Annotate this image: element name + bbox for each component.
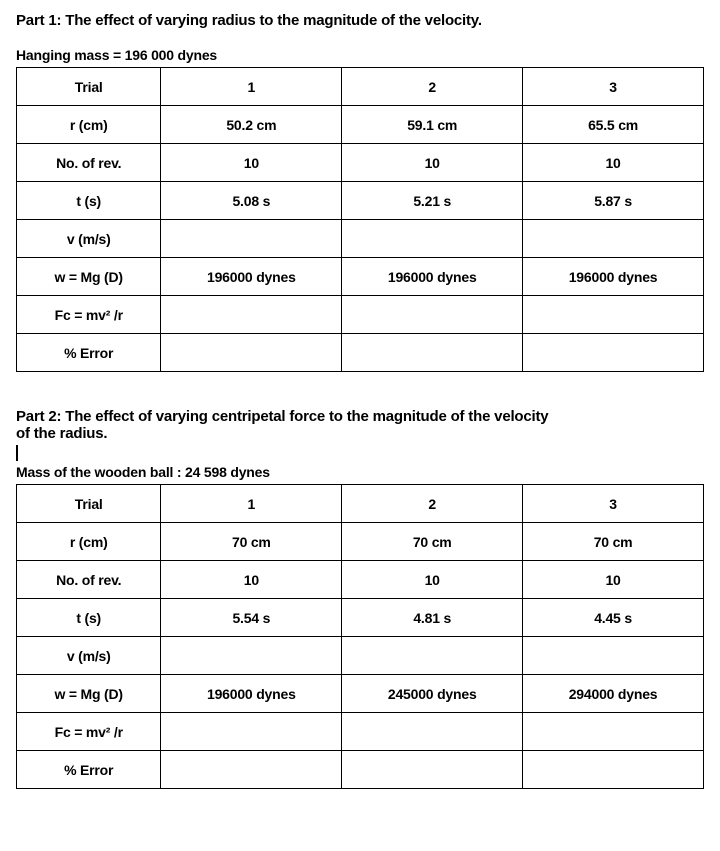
cell: [342, 751, 523, 789]
cell: 4.81 s: [342, 599, 523, 637]
cell: 1: [161, 68, 342, 106]
row-label-nrev: No. of rev.: [17, 561, 161, 599]
table-row: t (s) 5.08 s 5.21 s 5.87 s: [17, 182, 704, 220]
table-row: v (m/s): [17, 220, 704, 258]
cell: [523, 713, 704, 751]
cell: 59.1 cm: [342, 106, 523, 144]
row-label-t: t (s): [17, 182, 161, 220]
cell: [161, 220, 342, 258]
part2-table: Trial 1 2 3 r (cm) 70 cm 70 cm 70 cm No.…: [16, 484, 704, 789]
row-label-w: w = Mg (D): [17, 675, 161, 713]
cell: 3: [523, 485, 704, 523]
table-row: Fc = mv² /r: [17, 713, 704, 751]
cell: 1: [161, 485, 342, 523]
cell: 5.08 s: [161, 182, 342, 220]
cell: 5.54 s: [161, 599, 342, 637]
cell: 10: [342, 561, 523, 599]
cell: 5.21 s: [342, 182, 523, 220]
cell: 70 cm: [342, 523, 523, 561]
row-label-fc: Fc = mv² /r: [17, 713, 161, 751]
table-row: No. of rev. 10 10 10: [17, 561, 704, 599]
cell: 50.2 cm: [161, 106, 342, 144]
row-label-r: r (cm): [17, 106, 161, 144]
row-label-v: v (m/s): [17, 220, 161, 258]
cell: [523, 220, 704, 258]
cell: 10: [523, 144, 704, 182]
cell: 196000 dynes: [523, 258, 704, 296]
cell: [523, 637, 704, 675]
part2-mass-ball: Mass of the wooden ball : 24 598 dynes: [16, 464, 704, 480]
row-label-fc: Fc = mv² /r: [17, 296, 161, 334]
cell: 70 cm: [523, 523, 704, 561]
cell: 70 cm: [161, 523, 342, 561]
cell: [523, 751, 704, 789]
table-row: w = Mg (D) 196000 dynes 196000 dynes 196…: [17, 258, 704, 296]
table-row: Trial 1 2 3: [17, 68, 704, 106]
cell: 10: [161, 144, 342, 182]
table-row: % Error: [17, 334, 704, 372]
text-cursor-icon: [16, 444, 704, 462]
cell: 5.87 s: [523, 182, 704, 220]
cell: 10: [342, 144, 523, 182]
part1-hanging-mass: Hanging mass = 196 000 dynes: [16, 47, 704, 63]
row-label-r: r (cm): [17, 523, 161, 561]
table-row: r (cm) 70 cm 70 cm 70 cm: [17, 523, 704, 561]
cell: [161, 751, 342, 789]
cell: 3: [523, 68, 704, 106]
cell: [161, 334, 342, 372]
row-label-t: t (s): [17, 599, 161, 637]
row-label-nrev: No. of rev.: [17, 144, 161, 182]
cell: 196000 dynes: [342, 258, 523, 296]
cell: [161, 713, 342, 751]
table-row: v (m/s): [17, 637, 704, 675]
cell: [523, 296, 704, 334]
table-row: Trial 1 2 3: [17, 485, 704, 523]
cell: [161, 637, 342, 675]
table-row: % Error: [17, 751, 704, 789]
cell: [342, 220, 523, 258]
cell: [523, 334, 704, 372]
part2-title-line2: of the radius.: [16, 425, 704, 442]
cell: [342, 713, 523, 751]
table-row: No. of rev. 10 10 10: [17, 144, 704, 182]
table-row: t (s) 5.54 s 4.81 s 4.45 s: [17, 599, 704, 637]
part1-table: Trial 1 2 3 r (cm) 50.2 cm 59.1 cm 65.5 …: [16, 67, 704, 372]
table-row: Fc = mv² /r: [17, 296, 704, 334]
row-label-err: % Error: [17, 751, 161, 789]
cell: [342, 296, 523, 334]
cell: 10: [523, 561, 704, 599]
cell: 245000 dynes: [342, 675, 523, 713]
cell: 2: [342, 485, 523, 523]
part1-title: Part 1: The effect of varying radius to …: [16, 12, 704, 29]
cell: [342, 334, 523, 372]
cell: [342, 637, 523, 675]
cell: 10: [161, 561, 342, 599]
cell: 196000 dynes: [161, 675, 342, 713]
cell: 2: [342, 68, 523, 106]
cell: 65.5 cm: [523, 106, 704, 144]
cell: 294000 dynes: [523, 675, 704, 713]
row-label-trial: Trial: [17, 68, 161, 106]
row-label-err: % Error: [17, 334, 161, 372]
cell: 4.45 s: [523, 599, 704, 637]
table-row: w = Mg (D) 196000 dynes 245000 dynes 294…: [17, 675, 704, 713]
row-label-v: v (m/s): [17, 637, 161, 675]
cell: 196000 dynes: [161, 258, 342, 296]
row-label-trial: Trial: [17, 485, 161, 523]
part2-title-line1: Part 2: The effect of varying centripeta…: [16, 408, 704, 425]
row-label-w: w = Mg (D): [17, 258, 161, 296]
table-row: r (cm) 50.2 cm 59.1 cm 65.5 cm: [17, 106, 704, 144]
cell: [161, 296, 342, 334]
